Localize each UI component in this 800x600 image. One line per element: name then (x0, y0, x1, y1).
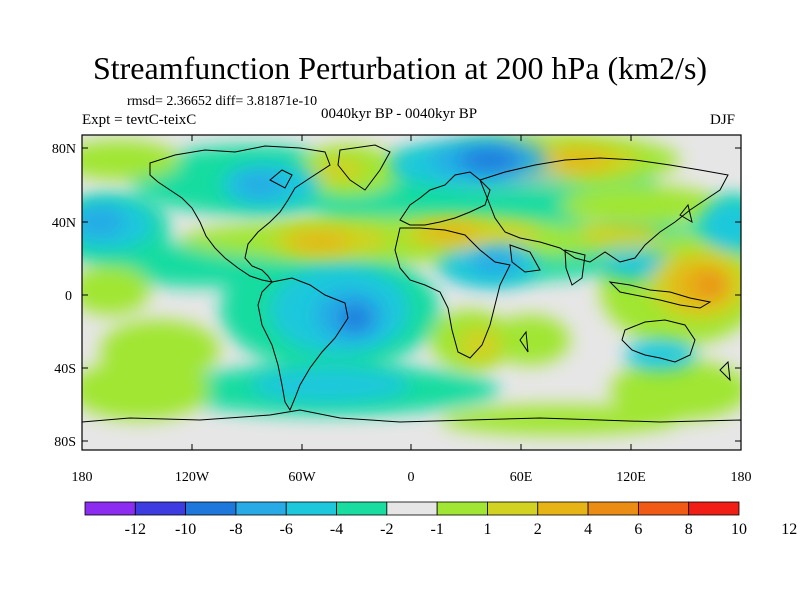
lat-tick-label: 0 (65, 289, 72, 304)
lat-tick-label: 40N (52, 216, 76, 231)
coastlines (82, 144, 741, 450)
colorbar-swatch (386, 501, 438, 516)
season-label: DJF (710, 112, 736, 128)
colorbar-label: 8 (685, 521, 693, 538)
stats-text: rmsd= 2.36652 diff= 3.81871e-10 (127, 94, 318, 109)
colorbar-swatch (688, 501, 740, 516)
lon-tick-label: 60E (510, 470, 533, 485)
contour-field (82, 135, 741, 450)
experiment-label: Expt = tevtC-teixC (82, 112, 197, 128)
colorbar-swatch (637, 501, 690, 516)
lon-tick-label: 120W (175, 470, 210, 485)
colorbar-swatch (336, 501, 388, 516)
colorbar-swatch (185, 501, 237, 516)
colorbar-swatch (235, 501, 287, 516)
lat-tick-label: 80N (52, 142, 76, 157)
colorbar-swatch (537, 501, 589, 516)
lon-axis (191, 135, 632, 450)
colorbar-label: 6 (634, 521, 642, 538)
colorbar-label: -8 (229, 521, 242, 538)
colorbar: -12 -10 -8 -6 -4 -2 -1 1 2 4 6 8 10 12 (84, 501, 797, 538)
colorbar-label: 4 (584, 521, 592, 538)
colorbar-swatch (487, 501, 539, 516)
colorbar-label: -2 (380, 521, 393, 538)
lon-tick-label: 180 (731, 470, 752, 485)
lon-tick-label: 120E (616, 470, 646, 485)
colorbar-label: -6 (280, 521, 293, 538)
lat-tick-label: 80S (54, 435, 76, 450)
colorbar-label: -12 (125, 521, 146, 538)
colorbar-swatch (285, 501, 337, 516)
colorbar-label: -10 (175, 521, 196, 538)
colorbar-swatch (84, 501, 136, 516)
colorbar-swatch (134, 501, 187, 516)
colorbar-swatch (436, 501, 488, 516)
period-label: 0040kyr BP - 0040kyr BP (321, 106, 478, 122)
colorbar-label: 12 (781, 521, 797, 538)
colorbar-label: 1 (483, 521, 491, 538)
colorbar-label: -1 (430, 521, 443, 538)
lon-tick-label: 180 (72, 470, 93, 485)
colorbar-label: -4 (330, 521, 343, 538)
lon-tick-label: 0 (408, 470, 415, 485)
lat-tick-label: 40S (54, 362, 76, 377)
plot-title: Streamfunction Perturbation at 200 hPa (… (92, 50, 708, 86)
lon-tick-label: 60W (288, 470, 316, 485)
lat-axis (82, 147, 741, 442)
colorbar-swatch (587, 501, 639, 516)
colorbar-label: 10 (731, 521, 747, 538)
colorbar-label: 2 (534, 521, 542, 538)
